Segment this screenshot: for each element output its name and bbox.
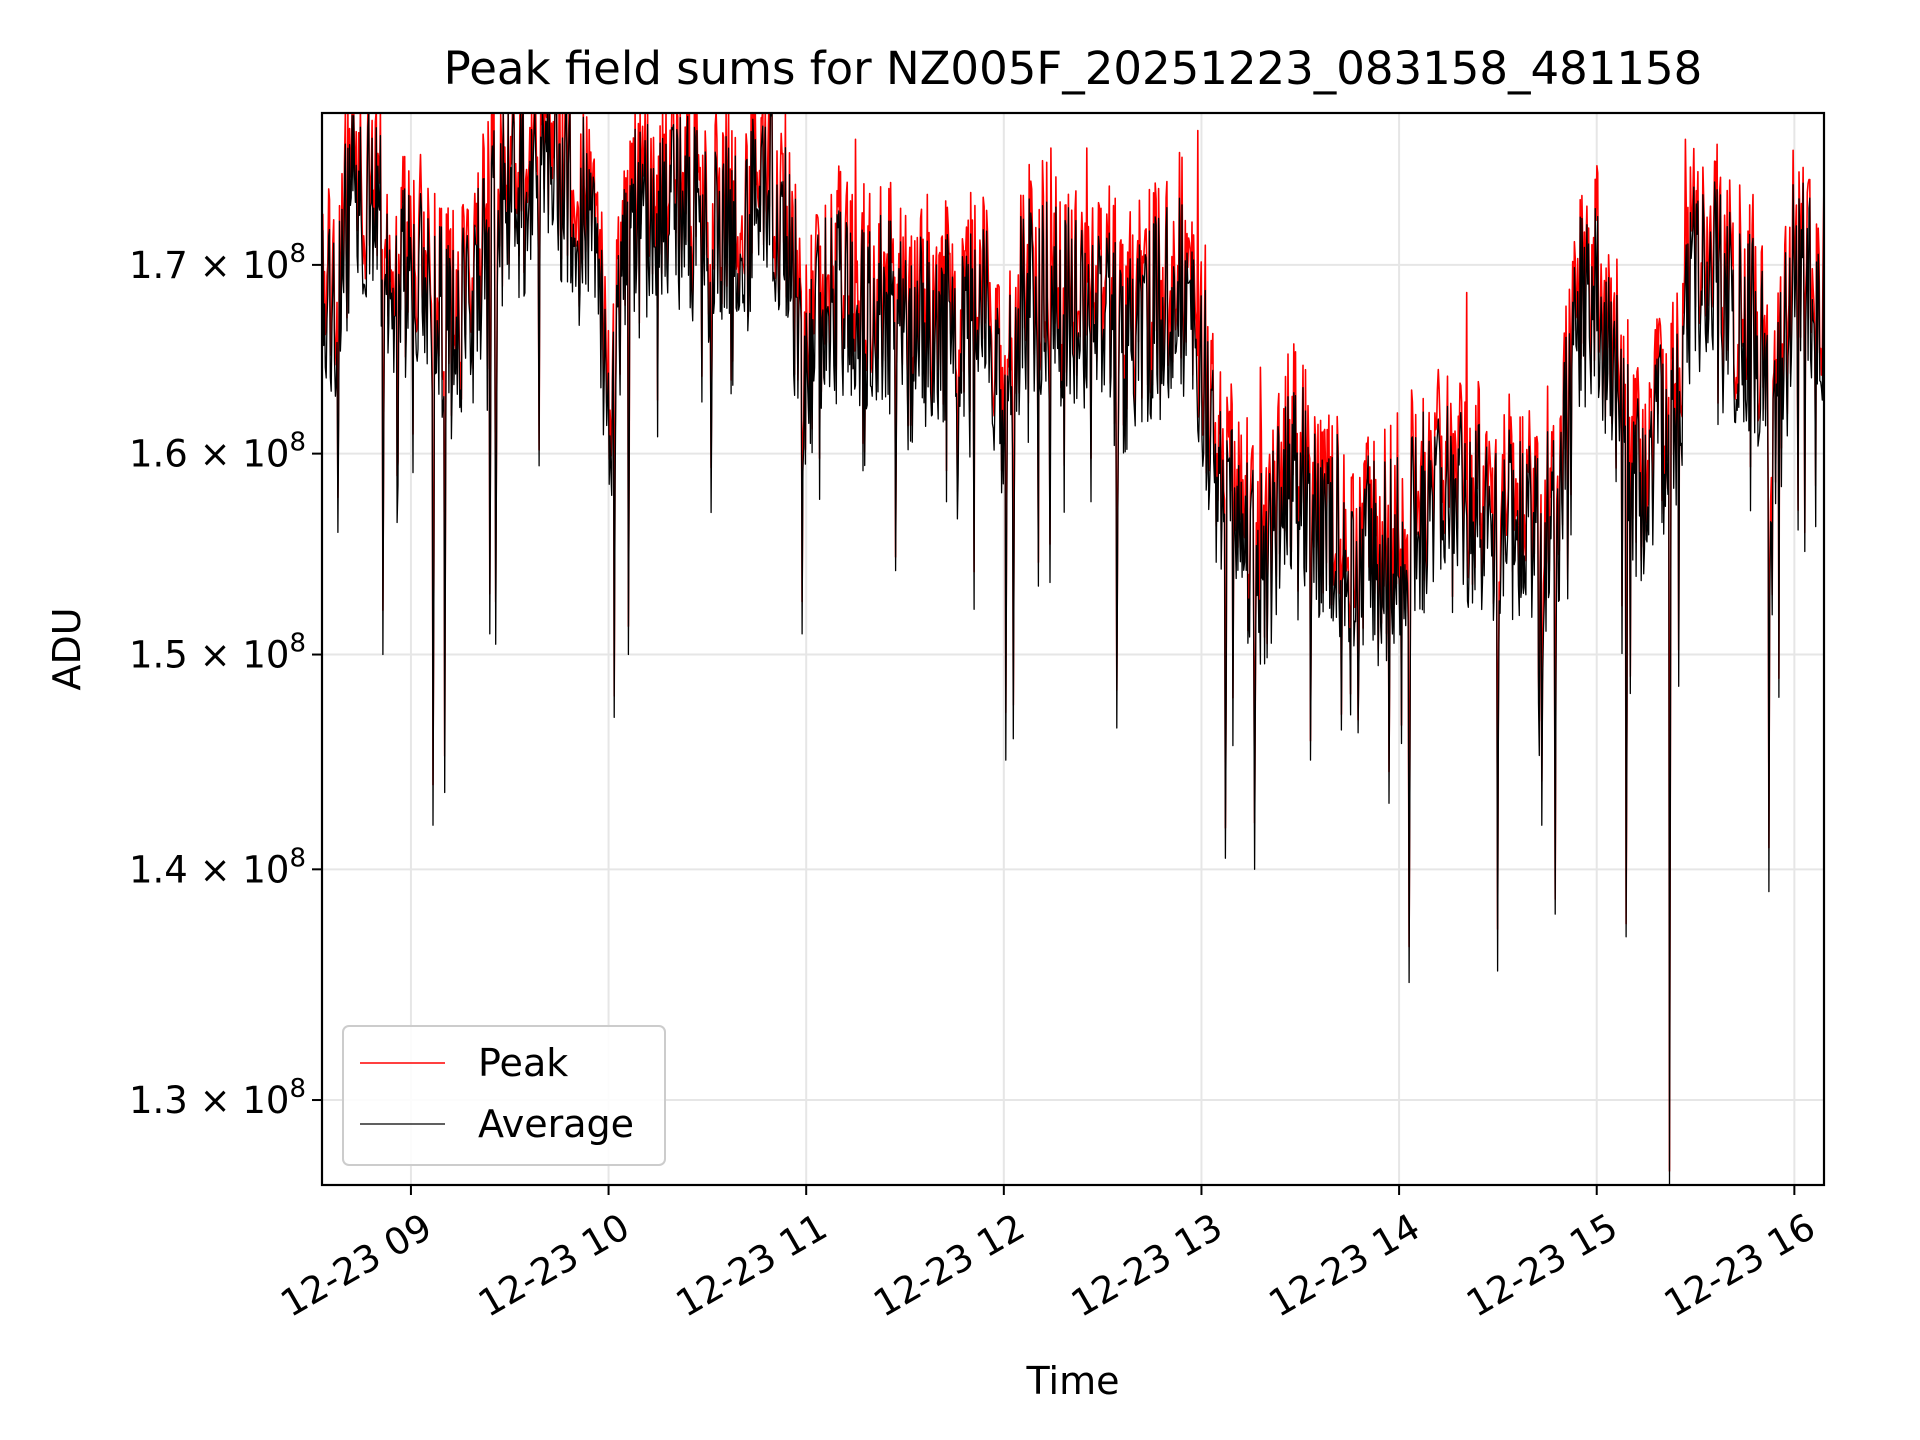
legend: Peak Average bbox=[342, 1025, 666, 1166]
y-axis: 1.3 × 108 1.4 × 108 1.5 × 108 1.6 × 108 1.7 … bbox=[129, 239, 322, 1122]
plot-frame bbox=[320, 111, 1826, 1187]
y-tick-label: 1.4 × 108 bbox=[129, 843, 306, 891]
x-axis-label: Time bbox=[1026, 1359, 1120, 1403]
y-tick-label: 1.3 × 108 bbox=[129, 1074, 306, 1122]
chart-title: Peak field sums for NZ005F_20251223_0831… bbox=[444, 42, 1703, 95]
y-axis-label: ADU bbox=[45, 607, 89, 690]
y-tick-label: 1.5 × 108 bbox=[129, 629, 306, 677]
y-tick-label: 1.7 × 108 bbox=[129, 239, 306, 287]
legend-label-average: Average bbox=[478, 1102, 634, 1146]
y-tick-label: 1.6 × 108 bbox=[129, 428, 306, 476]
legend-label-peak: Peak bbox=[478, 1041, 568, 1085]
series-line-average bbox=[322, 113, 1824, 1185]
legend-box bbox=[342, 1025, 666, 1166]
